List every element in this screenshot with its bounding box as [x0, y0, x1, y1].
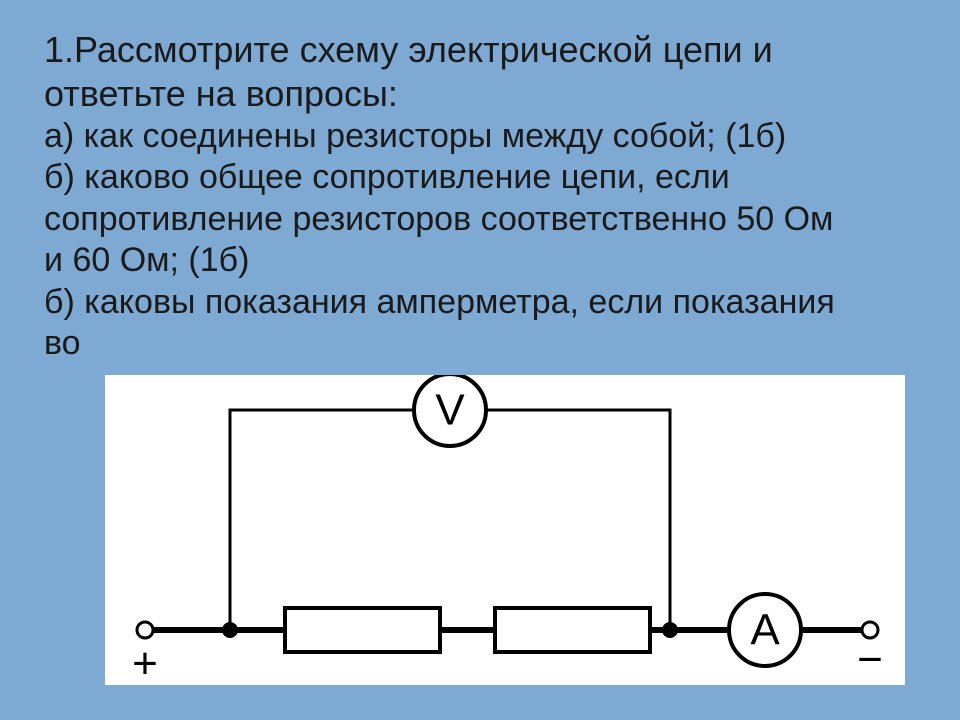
slide: 1.Рассмотрите схему электрической цепи и… [0, 0, 960, 720]
terminal-plus-icon [137, 622, 153, 638]
resistor-1 [285, 608, 440, 652]
voltmeter-label: V [435, 386, 465, 435]
junction-left [222, 622, 238, 638]
circuit-diagram: V A + − [105, 375, 905, 685]
ammeter-label: A [750, 606, 780, 655]
question-c-line1: б) каковы показания амперметра, если пок… [44, 282, 916, 323]
plus-label: + [132, 639, 158, 685]
question-c-line2-prefix: во [44, 323, 916, 364]
question-a: а) как соединены резисторы между собой; … [44, 116, 916, 157]
question-title-line2: ответьте на вопросы: [44, 72, 916, 116]
question-b-line2: сопротивление резисторов соответственно … [44, 199, 916, 240]
question-b-line3: и 60 Ом; (1б) [44, 240, 916, 281]
minus-label: − [857, 635, 883, 684]
junction-right [662, 622, 678, 638]
circuit-svg: V A + − [105, 375, 905, 685]
resistor-2 [495, 608, 650, 652]
question-b-line1: б) каково общее сопротивление цепи, если [44, 157, 916, 198]
question-title-line1: 1.Рассмотрите схему электрической цепи и [44, 28, 916, 72]
